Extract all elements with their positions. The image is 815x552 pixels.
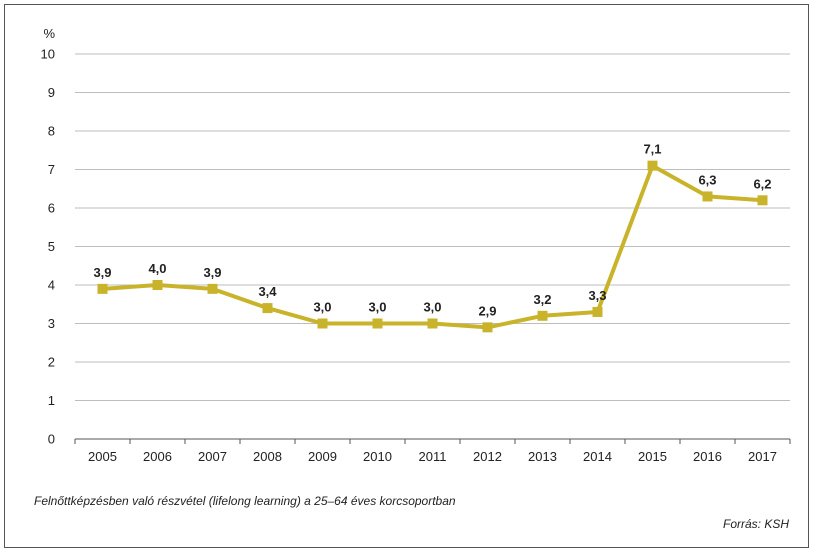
data-label: 3,0 [423, 300, 441, 315]
y-tick-label: 9 [48, 85, 55, 100]
x-tick-label: 2012 [473, 449, 502, 464]
x-tick-label: 2006 [143, 449, 172, 464]
data-point-marker [592, 306, 603, 317]
x-tick-label: 2017 [748, 449, 777, 464]
axes [74, 438, 791, 444]
x-tick-label: 2010 [363, 449, 392, 464]
data-point-marker [647, 160, 658, 171]
data-label: 3,0 [368, 300, 386, 315]
y-tick-label: 1 [48, 393, 55, 408]
data-label: 3,9 [93, 265, 111, 280]
data-label: 6,3 [698, 172, 716, 187]
data-point-marker [97, 283, 108, 294]
x-tick-labels: 2005 2006 2007 2008 2009 2010 2011 2012 2013 2014… [88, 449, 777, 464]
y-tick-label: 2 [48, 355, 55, 370]
chart-source: Forrás: KSH [722, 517, 789, 531]
data-label: 6,2 [753, 176, 771, 191]
y-tick-label: 3 [48, 316, 55, 331]
x-tick-label: 2016 [693, 449, 722, 464]
data-point-marker [262, 303, 273, 314]
data-point-marker [702, 191, 713, 202]
y-tick-label: 10 [41, 47, 55, 62]
y-tick-label: 7 [48, 162, 55, 177]
x-tick-label: 2005 [88, 449, 117, 464]
y-axis-unit-label: % [43, 26, 55, 41]
data-label: 3,2 [533, 292, 551, 307]
data-point-marker [152, 280, 163, 290]
data-point-marker [317, 318, 328, 329]
y-tick-label: 6 [48, 201, 55, 216]
data-label: 2,9 [478, 303, 496, 318]
x-tick-label: 2007 [198, 449, 227, 464]
y-tick-label: 0 [48, 432, 55, 447]
x-tick-label: 2015 [638, 449, 667, 464]
x-tick-label: 2008 [253, 449, 282, 464]
data-point-marker [482, 322, 493, 333]
chart-caption: Felnőttképzésben való részvétel (lifelon… [34, 494, 456, 508]
data-point-marker [757, 195, 768, 206]
chart-frame [4, 4, 809, 548]
data-point-marker [427, 318, 438, 329]
y-tick-label: 8 [48, 124, 55, 139]
x-tick-label: 2014 [583, 449, 612, 464]
data-point-marker [207, 283, 218, 294]
data-label: 4,0 [148, 261, 166, 276]
x-tick-label: 2011 [419, 449, 447, 464]
data-label: 3,0 [313, 300, 331, 315]
y-tick-labels: 0 1 2 3 4 5 6 7 8 9 10 [41, 47, 55, 447]
data-labels: 3,9 4,0 3,9 3,4 3,0 3,0 3,0 2,9 3,2 3,3 7,1 6,3 6,2 [93, 142, 771, 319]
data-point-marker [372, 318, 383, 329]
x-tick-label: 2009 [308, 449, 337, 464]
x-tick-label: 2013 [528, 449, 557, 464]
data-label: 3,4 [258, 284, 277, 299]
gridlines [75, 53, 790, 401]
data-label: 3,3 [588, 288, 606, 303]
y-tick-label: 5 [48, 239, 55, 254]
data-label: 3,9 [203, 265, 221, 280]
y-tick-label: 4 [48, 278, 55, 293]
data-point-marker [537, 310, 548, 321]
series-markers [97, 160, 768, 333]
data-label: 7,1 [643, 142, 661, 157]
